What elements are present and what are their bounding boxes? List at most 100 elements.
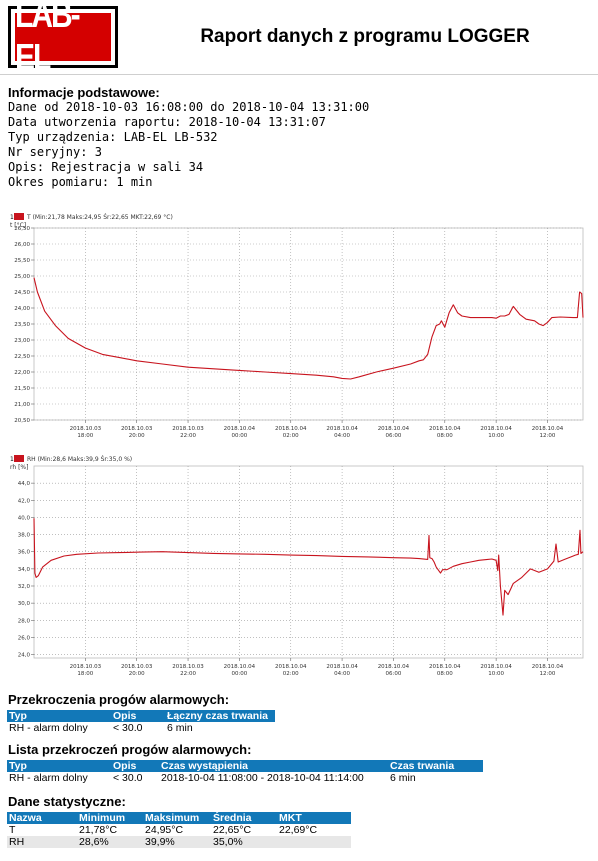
header-divider — [0, 74, 598, 75]
y-axis-label: t [°C] — [10, 222, 26, 229]
humidity-chart: 1 RH (Min:28,6 Maks:39,9 Śr:35,0 %) rh [%]… — [0, 450, 598, 682]
y-tick-label: 21,50 — [14, 386, 30, 392]
legend-swatch — [14, 213, 24, 220]
alarms-title: Przekroczenia progów alarmowych: — [8, 692, 230, 707]
y-tick-label: 34,0 — [18, 567, 31, 573]
stats-rh-min: 28,6% — [77, 836, 143, 848]
stats-col-avg: Średnia — [211, 812, 277, 824]
alarms-header-row: Typ Opis Łączny czas trwania — [7, 710, 275, 722]
alarms-table: Typ Opis Łączny czas trwania RH - alarm … — [7, 710, 275, 734]
table-row: RH - alarm dolny < 30.0 2018-10-04 11:08… — [7, 772, 483, 784]
info-measurement-period: Okres pomiaru: 1 min — [8, 175, 153, 189]
lab-el-logo: LAB-EL — [8, 0, 118, 78]
y-tick-label: 24,0 — [18, 653, 31, 659]
alarm-list-table: Typ Opis Czas wystąpienia Czas trwania R… — [7, 760, 483, 784]
temperature-chart-svg: 1 T (Min:21,78 Maks:24,95 Śr:22,65 MKT:22… — [10, 213, 584, 439]
x-tick-date: 2018.10.04 — [429, 664, 461, 670]
plot-area — [33, 227, 584, 421]
legend-marker: 1 — [10, 214, 14, 221]
alarm-list-desc: < 30.0 — [113, 772, 143, 784]
stats-title: Dane statystyczne: — [8, 794, 126, 809]
series-line-t — [33, 277, 584, 380]
y-tick-label: 26,50 — [14, 226, 30, 232]
y-tick-label: 24,50 — [14, 290, 30, 296]
x-tick-time: 04:00 — [334, 433, 350, 439]
y-tick-label: 23,00 — [14, 338, 30, 344]
x-tick-date: 2018.10.04 — [326, 426, 358, 432]
x-tick-time: 00:00 — [231, 671, 247, 677]
alarm-list-type: RH - alarm dolny — [9, 772, 88, 784]
y-tick-label: 30,0 — [18, 601, 31, 607]
stats-header-row: Nazwa Minimum Maksimum Średnia MKT — [7, 812, 351, 824]
x-tick-time: 02:00 — [283, 671, 299, 677]
info-date-range: Dane od 2018-10-03 16:08:00 do 2018-10-0… — [8, 100, 370, 114]
report-header: LAB-EL Raport danych z programu LOGGER — [0, 0, 598, 78]
x-tick-time: 18:00 — [77, 671, 93, 677]
x-tick-date: 2018.10.04 — [532, 664, 564, 670]
y-tick-label: 20,50 — [14, 418, 30, 424]
alarm-list-col-desc: Opis — [111, 760, 159, 772]
table-row: T 21,78°C 24,95°C 22,65°C 22,69°C — [7, 824, 351, 836]
info-report-created: Data utworzenia raportu: 2018-10-04 13:3… — [8, 115, 326, 129]
alarms-col-desc: Opis — [111, 710, 165, 722]
x-tick-date: 2018.10.03 — [172, 664, 204, 670]
stats-t-max: 24,95°C — [145, 824, 184, 836]
stats-t-name: T — [9, 824, 16, 836]
y-tick-label: 26,00 — [14, 242, 30, 248]
legend-swatch — [14, 455, 24, 462]
x-tick-time: 06:00 — [386, 671, 402, 677]
logo-text: LAB-EL — [15, 0, 81, 79]
alarms-col-duration: Łączny czas trwania — [165, 710, 275, 722]
x-tick-time: 00:00 — [231, 433, 247, 439]
x-tick-date: 2018.10.04 — [275, 664, 307, 670]
x-tick-time: 06:00 — [386, 433, 402, 439]
x-tick-time: 08:00 — [437, 671, 453, 677]
basic-info: Informacje podstawowe: Dane od 2018-10-0… — [8, 85, 369, 190]
report-title: Raport danych z programu LOGGER — [200, 26, 530, 47]
y-tick-label: 22,00 — [14, 370, 30, 376]
info-device-type: Typ urządzenia: LAB-EL LB-532 — [8, 130, 218, 144]
alarm-list-time: 2018-10-04 11:08:00 - 2018-10-04 11:14:0… — [161, 772, 364, 784]
alarm-list-duration: 6 min — [390, 772, 416, 784]
x-tick-time: 10:00 — [488, 433, 504, 439]
x-tick-date: 2018.10.04 — [275, 426, 307, 432]
x-tick-time: 10:00 — [488, 671, 504, 677]
table-row: RH - alarm dolny < 30.0 6 min — [7, 722, 275, 734]
x-tick-date: 2018.10.04 — [378, 664, 410, 670]
stats-col-max: Maksimum — [143, 812, 211, 824]
stats-t-mkt: 22,69°C — [279, 824, 318, 836]
y-tick-label: 32,0 — [18, 584, 31, 590]
stats-t-min: 21,78°C — [79, 824, 118, 836]
x-tick-time: 20:00 — [129, 433, 145, 439]
table-row: RH 28,6% 39,9% 35,0% — [7, 836, 351, 848]
alarm-desc: < 30.0 — [113, 722, 143, 734]
stats-rh-name: RH — [7, 836, 77, 848]
x-tick-date: 2018.10.04 — [480, 664, 512, 670]
x-tick-date: 2018.10.04 — [532, 426, 564, 432]
stats-rh-max: 39,9% — [143, 836, 211, 848]
alarm-list-title: Lista przekroczeń progów alarmowych: — [8, 742, 252, 757]
x-tick-date: 2018.10.04 — [224, 664, 256, 670]
temperature-chart: 1 T (Min:21,78 Maks:24,95 Śr:22,65 MKT:22… — [0, 208, 598, 443]
stats-col-name: Nazwa — [7, 812, 77, 824]
y-tick-label: 40,0 — [18, 515, 31, 521]
stats-rh-mkt — [277, 836, 351, 848]
y-tick-label: 24,00 — [14, 306, 30, 312]
stats-col-min: Minimum — [77, 812, 143, 824]
series-line-rh — [33, 518, 584, 616]
x-tick-date: 2018.10.03 — [121, 426, 153, 432]
x-tick-date: 2018.10.04 — [429, 426, 461, 432]
x-tick-date: 2018.10.04 — [326, 664, 358, 670]
alarms-col-type: Typ — [7, 710, 111, 722]
x-tick-time: 04:00 — [334, 671, 350, 677]
stats-table: Nazwa Minimum Maksimum Średnia MKT T 21,… — [7, 812, 351, 848]
y-tick-label: 28,0 — [18, 618, 31, 624]
y-tick-label: 23,50 — [14, 322, 30, 328]
x-tick-time: 20:00 — [129, 671, 145, 677]
y-tick-label: 38,0 — [18, 533, 31, 539]
y-tick-label: 42,0 — [18, 498, 31, 504]
alarm-list-header-row: Typ Opis Czas wystąpienia Czas trwania — [7, 760, 483, 772]
y-tick-label: 21,00 — [14, 402, 30, 408]
x-tick-time: 02:00 — [283, 433, 299, 439]
y-tick-label: 25,00 — [14, 274, 30, 280]
